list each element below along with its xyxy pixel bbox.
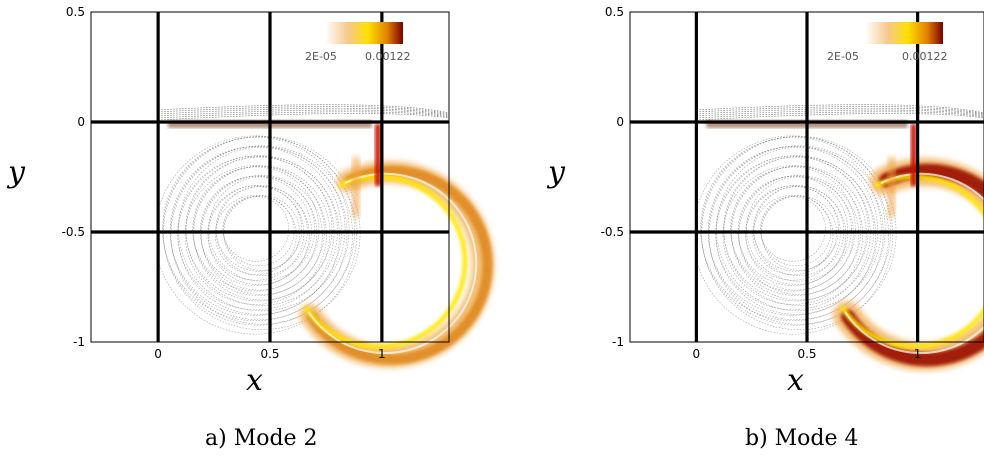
contour-line <box>178 146 346 312</box>
contour-line <box>752 194 834 276</box>
wake-contour <box>696 107 984 116</box>
wake-contour <box>158 107 450 116</box>
contour-line <box>746 176 852 282</box>
contour-lines <box>158 135 361 335</box>
colorbar-min-label: 2E-05 <box>305 50 337 63</box>
colorbar-max-label: 0.00122 <box>365 50 411 63</box>
x-tick-label: 0.5 <box>797 347 816 361</box>
contour-line <box>162 136 350 322</box>
tick-labels: 0 0.5 1 0.5 0 -0.5 -1 <box>62 5 386 361</box>
x-axis-label: x <box>246 363 263 398</box>
contour-line <box>723 156 869 302</box>
contour-line <box>222 196 290 262</box>
mode-amplitude-band <box>844 172 984 354</box>
wake-contour <box>696 106 984 115</box>
contour-line <box>170 145 353 325</box>
colorbar-min-label: 2E-05 <box>827 50 859 63</box>
contour-line <box>177 155 340 315</box>
colorbar-max-label: 0.00122 <box>902 50 948 63</box>
y-tick-label: 0.5 <box>66 5 85 19</box>
contour-line <box>184 165 327 305</box>
x-tick-label: 0.5 <box>260 347 279 361</box>
wake-contour <box>696 109 984 117</box>
right-wall-band <box>374 124 381 186</box>
wake-contour <box>696 113 984 121</box>
y-tick-label: 0 <box>616 115 624 129</box>
contour-line <box>716 146 882 312</box>
contour-line <box>215 186 303 272</box>
mode-amplitude-band <box>307 172 478 354</box>
wake-contour <box>158 109 450 117</box>
contour-line <box>185 156 333 302</box>
x-tick-label: 1 <box>378 347 386 361</box>
y-tick-label: 0.5 <box>605 5 624 19</box>
colorbar <box>325 22 403 44</box>
wake-contour <box>158 111 450 119</box>
y-tick-label: 0 <box>77 115 85 129</box>
wake-contour <box>696 104 984 114</box>
grid-lines <box>630 12 984 342</box>
wake-contour <box>158 106 450 115</box>
contour-line <box>708 145 890 325</box>
tick-labels: 0 0.5 1 0.5 0 -0.5 -1 <box>601 5 922 361</box>
wake-contour <box>696 111 984 119</box>
panel-mode-2: 0 0.5 1 0.5 0 -0.5 -1 2E-05 0.00122 y x a) Mod… <box>6 5 494 451</box>
x-tick-label: 0 <box>154 347 162 361</box>
contour-line <box>215 194 297 276</box>
contour-line <box>158 135 357 335</box>
contour-line <box>192 166 320 292</box>
x-tick-label: 0 <box>693 347 701 361</box>
contour-line <box>715 155 877 315</box>
contour-line <box>738 175 860 295</box>
mode-amplitude-band <box>306 165 493 365</box>
colorbar <box>865 22 943 44</box>
right-inner-band <box>887 157 896 217</box>
contour-line <box>753 186 839 272</box>
right-wall-band <box>910 124 917 186</box>
contour-line <box>730 166 856 292</box>
panel-mode-4: 0 0.5 1 0.5 0 -0.5 -1 2E-05 0.00122 y x b) Mod… <box>546 5 984 451</box>
caption: b) Mode 4 <box>745 426 859 451</box>
contour-line <box>208 185 310 285</box>
wake-contour <box>158 113 450 121</box>
wake-contour <box>158 104 450 114</box>
contour-line <box>722 165 864 305</box>
y-axis-label: y <box>6 155 26 190</box>
y-tick-label: -1 <box>612 335 624 349</box>
mode-amplitude-band <box>303 174 468 350</box>
x-tick-label: 1 <box>914 347 922 361</box>
mode-amplitude-band <box>840 174 984 350</box>
x-axis-label: x <box>787 363 804 398</box>
contour-line <box>696 135 893 335</box>
y-axis-label: y <box>546 155 566 190</box>
y-tick-label: -1 <box>73 335 85 349</box>
caption: a) Mode 2 <box>205 426 318 451</box>
contour-line <box>760 196 826 262</box>
contour-line <box>745 185 847 285</box>
y-tick-label: -0.5 <box>601 225 624 239</box>
contour-line <box>200 175 323 295</box>
contour-lines <box>696 135 897 335</box>
mode-amplitude-band <box>841 163 984 367</box>
contour-line <box>700 136 886 322</box>
right-inner-band <box>351 157 360 217</box>
grid-lines <box>91 12 449 342</box>
y-tick-label: -0.5 <box>62 225 85 239</box>
